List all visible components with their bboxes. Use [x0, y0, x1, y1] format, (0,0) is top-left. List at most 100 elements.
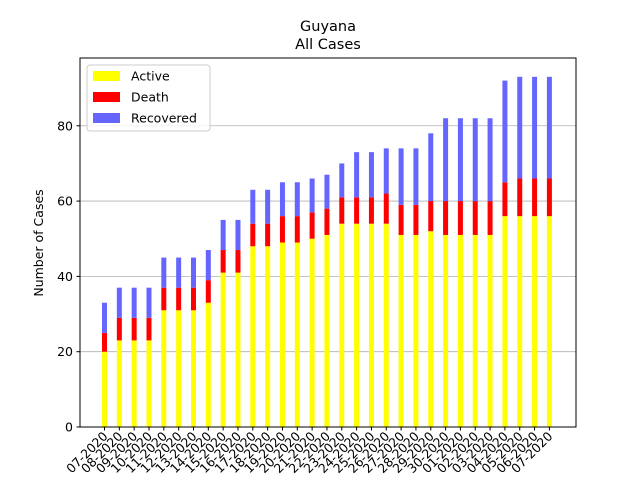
bar-recovered-18 [368, 152, 374, 198]
bar-recovered-17 [354, 152, 360, 198]
y-tick-label: 60 [57, 194, 73, 209]
bar-death-0 [102, 332, 107, 352]
bar-death-29 [532, 178, 538, 217]
bar-recovered-7 [205, 250, 211, 281]
legend-label-active: Active [131, 69, 170, 84]
bar-recovered-6 [190, 257, 196, 288]
bar-recovered-13 [294, 182, 300, 217]
bar-recovered-8 [220, 219, 226, 251]
bar-death-11 [265, 223, 271, 247]
bar-recovered-2 [131, 287, 137, 318]
bar-active-27 [502, 216, 508, 427]
bar-active-3 [146, 340, 152, 427]
bar-death-25 [472, 201, 478, 235]
bar-death-30 [546, 178, 552, 217]
bar-recovered-1 [116, 287, 122, 318]
bar-recovered-21 [413, 148, 419, 205]
bar-active-15 [324, 234, 330, 427]
bar-death-21 [413, 204, 419, 235]
bar-death-6 [190, 287, 196, 311]
bar-recovered-23 [443, 118, 449, 202]
bar-death-10 [250, 223, 256, 247]
bar-recovered-9 [235, 219, 241, 251]
bar-active-13 [294, 242, 300, 427]
axes [79, 57, 577, 428]
y-tick-label: 20 [57, 344, 73, 359]
bar-active-14 [309, 238, 315, 427]
bar-death-20 [398, 204, 404, 235]
bar-death-8 [220, 250, 226, 273]
bar-recovered-10 [250, 189, 256, 224]
bar-active-4 [161, 310, 167, 427]
bar-recovered-30 [546, 76, 552, 179]
bar-active-24 [457, 234, 463, 427]
bar-active-18 [368, 223, 374, 427]
bar-death-19 [383, 193, 389, 224]
bar-recovered-27 [502, 80, 508, 183]
bar-active-19 [383, 223, 389, 427]
bar-active-11 [265, 246, 271, 427]
bar-active-26 [487, 234, 493, 427]
legend-swatch-recovered [93, 113, 120, 123]
bar-recovered-28 [517, 76, 523, 179]
legend-label-death: Death [131, 90, 169, 105]
bar-death-5 [176, 287, 182, 311]
bar-death-12 [279, 216, 285, 243]
bar-death-3 [146, 317, 152, 341]
bar-death-9 [235, 250, 241, 273]
bar-death-4 [161, 287, 167, 311]
bar-recovered-16 [339, 163, 345, 198]
bar-death-1 [116, 317, 122, 341]
y-ticks: 0 20 40 60 80 [57, 118, 80, 435]
bar-active-7 [205, 302, 211, 427]
bar-recovered-11 [265, 189, 271, 224]
bar-active-22 [428, 231, 434, 427]
x-ticks: 07-202008-202009-202010-202011-202012-20… [63, 427, 556, 476]
legend-swatch-death [93, 92, 120, 102]
bar-active-12 [279, 242, 285, 427]
bar-recovered-5 [176, 257, 182, 288]
bar-recovered-19 [383, 148, 389, 194]
bar-recovered-22 [428, 133, 434, 202]
y-axis-label: Number of Cases [31, 189, 46, 296]
bar-active-17 [354, 223, 360, 427]
bar-death-2 [131, 317, 137, 341]
bar-active-10 [250, 246, 256, 427]
bar-recovered-20 [398, 148, 404, 205]
bars [102, 76, 552, 427]
bar-recovered-0 [102, 302, 107, 333]
plot-frame [79, 57, 577, 428]
bar-death-18 [368, 197, 374, 224]
bar-active-21 [413, 234, 419, 427]
legend: Active Death Recovered [86, 64, 211, 132]
bar-death-17 [354, 197, 360, 224]
bar-recovered-12 [279, 182, 285, 217]
bar-active-28 [517, 216, 523, 427]
bar-active-23 [443, 234, 449, 427]
chart-subtitle: All Cases [295, 37, 361, 53]
bar-recovered-3 [146, 287, 152, 318]
bar-death-22 [428, 201, 434, 232]
bar-death-27 [502, 182, 508, 217]
bar-active-6 [190, 310, 196, 427]
bar-active-2 [131, 340, 137, 427]
bar-active-5 [176, 310, 182, 427]
bar-death-23 [443, 201, 449, 235]
bar-death-26 [487, 201, 493, 235]
bar-active-20 [398, 234, 404, 427]
bar-active-0 [102, 351, 107, 427]
bar-death-24 [457, 201, 463, 235]
bar-death-28 [517, 178, 523, 217]
bar-death-15 [324, 208, 330, 235]
bar-death-7 [205, 280, 211, 303]
bar-active-30 [546, 216, 552, 427]
y-tick-label: 80 [57, 118, 73, 133]
chart-title: Guyana [300, 19, 356, 35]
y-tick-label: 40 [57, 269, 73, 284]
bar-recovered-26 [487, 118, 493, 202]
bar-active-29 [532, 216, 538, 427]
bar-active-9 [235, 272, 241, 427]
bar-active-25 [472, 234, 478, 427]
legend-swatch-active [93, 71, 120, 81]
